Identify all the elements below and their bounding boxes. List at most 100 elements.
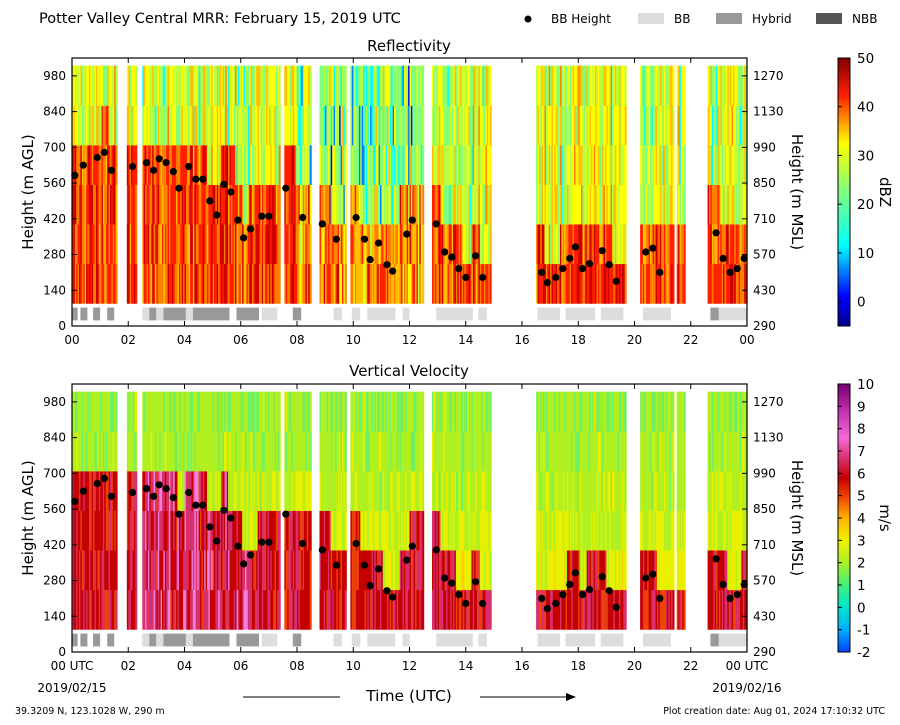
- velocity-cell: [659, 391, 662, 432]
- velocity-cell: [582, 391, 585, 432]
- velocity-cell: [446, 470, 449, 511]
- reflectivity-cell: [419, 144, 422, 185]
- reflectivity-cell: [392, 144, 395, 185]
- reflectivity-cell: [472, 184, 475, 225]
- velocity-cell: [354, 589, 357, 630]
- reflectivity-cell: [465, 184, 468, 225]
- reflectivity-cell: [650, 223, 653, 265]
- reflectivity-cell: [617, 144, 620, 185]
- velocity-cell: [597, 549, 600, 591]
- velocity-cell: [342, 589, 345, 630]
- velocity-cell: [146, 589, 149, 630]
- velocity-cell: [590, 470, 593, 511]
- velocity-cell: [680, 431, 683, 472]
- reflectivity-cell: [586, 105, 589, 146]
- velocity-cell: [578, 589, 581, 630]
- bb-flag-bb: [333, 307, 342, 321]
- velocity-cell: [288, 470, 291, 511]
- reflectivity-cell: [79, 105, 82, 146]
- velocity-cell: [619, 549, 622, 591]
- reflectivity-cell: [725, 263, 728, 304]
- reflectivity-cell: [543, 65, 546, 106]
- reflectivity-cell: [329, 263, 332, 304]
- reflectivity-cell: [412, 105, 415, 146]
- reflectivity-cell: [665, 144, 668, 185]
- velocity-cell: [724, 391, 727, 432]
- reflectivity-cell: [432, 144, 435, 185]
- velocity-cell: [171, 549, 174, 591]
- reflectivity-cell: [475, 65, 478, 106]
- velocity-cell: [458, 431, 461, 472]
- velocity-cell: [249, 431, 252, 472]
- velocity-cell: [468, 589, 471, 630]
- velocity-cell: [731, 470, 734, 511]
- reflectivity-cell: [471, 144, 474, 185]
- reflectivity-cell: [596, 144, 599, 185]
- reflectivity-cell: [707, 263, 710, 304]
- reflectivity-cell: [287, 105, 290, 146]
- reflectivity-cell: [382, 184, 385, 225]
- reflectivity-cell: [457, 223, 460, 265]
- reflectivity-cell: [443, 263, 446, 304]
- bb-flag-hybrid: [292, 307, 302, 321]
- reflectivity-cell: [436, 263, 439, 304]
- reflectivity-cell: [204, 65, 207, 106]
- velocity-cell: [465, 549, 468, 591]
- reflectivity-cell: [164, 184, 167, 225]
- reflectivity-cell: [543, 105, 546, 146]
- velocity-cell: [560, 391, 563, 432]
- velocity-cell: [432, 470, 435, 511]
- reflectivity-cell: [545, 105, 548, 146]
- velocity-cell: [661, 470, 664, 511]
- velocity-cell: [606, 589, 609, 630]
- velocity-cell: [717, 589, 720, 630]
- velocity-cell: [680, 470, 683, 511]
- reflectivity-cell: [652, 105, 655, 146]
- reflectivity-cell: [585, 65, 588, 106]
- velocity-cell: [159, 589, 162, 630]
- reflectivity-cell: [73, 144, 76, 185]
- velocity-cell: [284, 391, 287, 432]
- velocity-cell: [436, 510, 439, 551]
- reflectivity-cell: [728, 223, 731, 265]
- velocity-cell: [86, 589, 89, 630]
- reflectivity-cell: [288, 144, 291, 185]
- reflectivity-cell: [482, 144, 485, 185]
- reflectivity-cell: [245, 144, 248, 185]
- reflectivity-cell: [205, 105, 208, 146]
- reflectivity-cell: [540, 105, 543, 146]
- velocity-cell: [275, 470, 278, 511]
- reflectivity-cell: [320, 65, 323, 106]
- reflectivity-cell: [160, 184, 163, 225]
- velocity-cell: [388, 589, 391, 630]
- velocity-cell: [671, 431, 674, 472]
- reflectivity-cell: [484, 263, 487, 304]
- reflectivity-cell: [621, 184, 624, 225]
- reflectivity-cell: [645, 105, 648, 146]
- velocity-cell: [730, 431, 733, 472]
- velocity-cell: [484, 391, 487, 432]
- velocity-cell: [607, 470, 610, 511]
- velocity-cell: [444, 431, 447, 472]
- reflectivity-cell: [105, 65, 108, 106]
- velocity-cell: [259, 391, 262, 432]
- reflectivity-cell: [164, 223, 167, 265]
- reflectivity-cell: [327, 263, 330, 304]
- velocity-cell: [734, 470, 737, 511]
- reflectivity-cell: [240, 144, 243, 185]
- reflectivity-cell: [478, 105, 481, 146]
- velocity-cell: [589, 391, 592, 432]
- reflectivity-cell: [194, 105, 197, 146]
- reflectivity-cell: [583, 144, 586, 185]
- reflectivity-cell: [669, 105, 672, 146]
- velocity-cell: [707, 470, 710, 511]
- reflectivity-cell: [178, 105, 181, 146]
- velocity-cell: [266, 470, 269, 511]
- reflectivity-cell: [381, 184, 384, 225]
- velocity-cell: [299, 470, 302, 511]
- bb-height-point: [299, 213, 307, 222]
- velocity-cell: [304, 510, 307, 551]
- reflectivity-cell: [394, 263, 397, 304]
- reflectivity-cell: [455, 105, 458, 146]
- velocity-cell: [432, 510, 435, 551]
